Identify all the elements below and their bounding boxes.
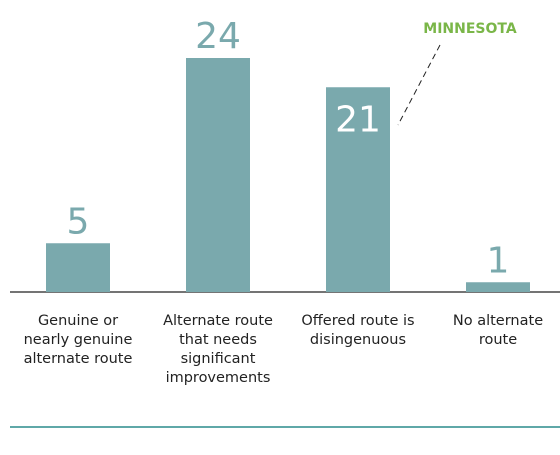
value-label: 24 [195, 16, 241, 57]
bar [46, 243, 110, 292]
category-label: Alternate route that needs significant i… [163, 313, 273, 386]
category-label: No alternate route [452, 313, 544, 348]
value-label: 5 [67, 201, 90, 242]
category-label: Offered route is disingenuous [301, 313, 415, 348]
annotation: MINNESOTA [423, 21, 517, 37]
bar [466, 282, 530, 292]
annotation-line [397, 44, 441, 126]
category-label: Genuine or nearly genuine alternate rout… [23, 313, 133, 367]
value-label: 21 [335, 99, 381, 140]
value-label: 1 [487, 240, 510, 281]
bar [186, 58, 250, 292]
bar [326, 87, 390, 292]
